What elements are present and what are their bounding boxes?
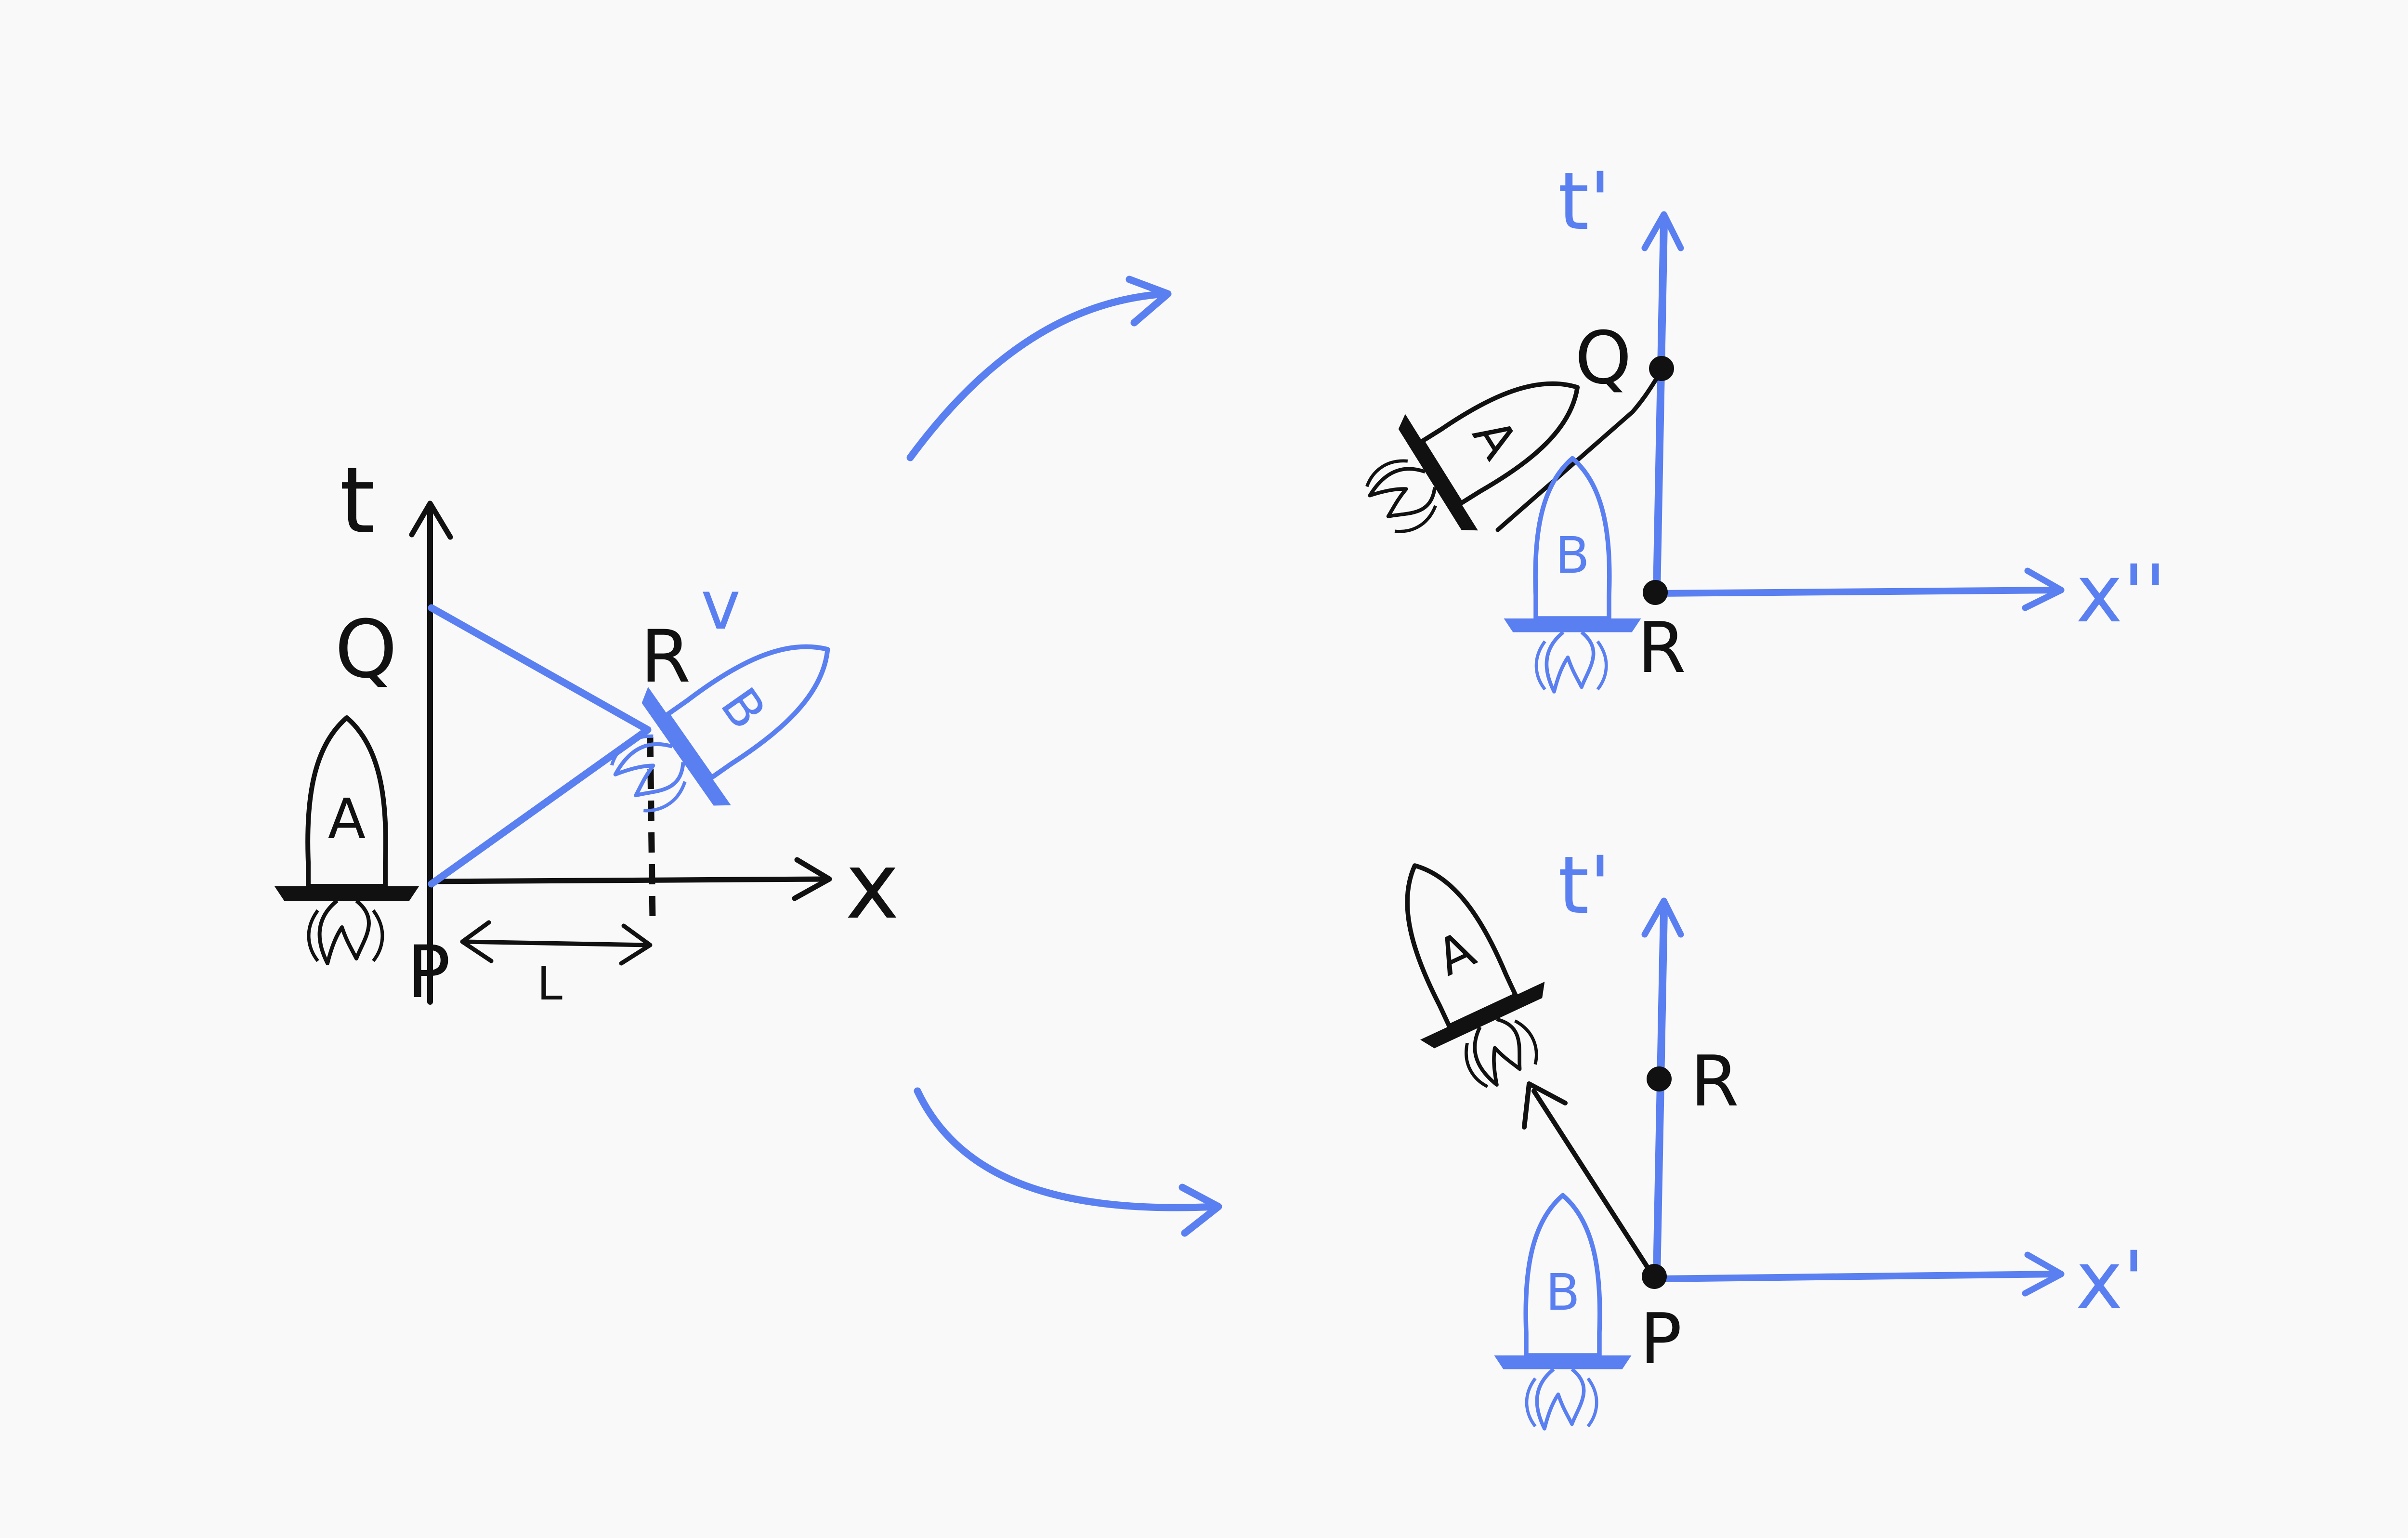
br-x-axis: [1653, 1271, 2062, 1282]
br-worldline-A-arrowhead: [1522, 1081, 1568, 1130]
left-x-label: x: [845, 833, 899, 939]
br-x-axis-arrowhead: [2022, 1251, 2065, 1297]
br-x-label: x': [2076, 1234, 2145, 1327]
left-rocket-B-label: B: [709, 677, 777, 739]
tr-t-axis-arrowhead: [1641, 211, 1684, 251]
br-rocket-A-icon: A: [1353, 837, 1576, 1106]
tr-rocket-B-label: B: [1555, 526, 1590, 585]
curved-arrow-up: [906, 290, 1169, 461]
left-P-label: P: [407, 931, 450, 1014]
left-rocket-A-label: A: [328, 787, 366, 852]
tr-t-label: t': [1558, 155, 1611, 248]
br-t-axis: [1653, 907, 1668, 1280]
bottom-right-spacetime-diagram: t' x' R P A B: [1353, 837, 2145, 1429]
curved-arrow-down: [914, 1087, 1220, 1211]
left-x-axis: [427, 876, 831, 884]
br-t-axis-arrowhead: [1641, 897, 1684, 938]
tr-rocket-B-icon: B: [1504, 459, 1641, 692]
tr-x-axis: [1653, 587, 2062, 597]
br-worldline-A: [1531, 1089, 1654, 1276]
left-R-label: R: [641, 615, 691, 699]
br-R-label: R: [1690, 1041, 1739, 1122]
br-event-P-dot: [1642, 1264, 1667, 1289]
left-L-arrowhead-left: [460, 920, 494, 963]
left-worldline-PRQ: [428, 604, 652, 888]
left-x-axis-arrowhead: [792, 857, 832, 901]
left-L-label: L: [537, 958, 563, 1011]
left-t-axis-arrowhead: [409, 500, 453, 540]
left-L-arrow: [462, 939, 650, 947]
tr-x-axis-arrowhead: [2022, 567, 2065, 611]
left-v-label: v: [701, 566, 741, 645]
br-event-R-dot: [1647, 1066, 1672, 1091]
br-rocket-B-label: B: [1545, 1263, 1580, 1322]
left-spacetime-diagram: t x Q R P L v A B: [275, 447, 899, 1014]
tr-rocket-A-label: A: [1461, 408, 1529, 469]
top-right-spacetime-diagram: t' x'' Q R A B: [1343, 155, 2166, 692]
left-rocket-A-icon: A: [275, 718, 419, 963]
br-t-label: t': [1558, 839, 1611, 932]
tr-x-label: x'': [2076, 548, 2166, 640]
curved-arrow-down-head: [1178, 1183, 1222, 1237]
br-P-label: P: [1640, 1299, 1682, 1380]
transform-arrows: [906, 276, 1222, 1237]
tr-t-axis: [1653, 218, 1668, 596]
curved-arrow-up-head: [1125, 276, 1172, 327]
left-t-label: t: [340, 447, 376, 554]
left-L-arrowhead-right: [619, 923, 653, 966]
left-Q-label: Q: [335, 603, 397, 696]
tr-event-R-dot: [1643, 580, 1668, 605]
br-rocket-B-icon: B: [1494, 1196, 1632, 1429]
tr-Q-label: Q: [1575, 316, 1632, 400]
br-rocket-A-label: A: [1428, 920, 1484, 987]
tr-event-Q-dot: [1649, 356, 1674, 381]
tr-R-label: R: [1637, 607, 1686, 689]
